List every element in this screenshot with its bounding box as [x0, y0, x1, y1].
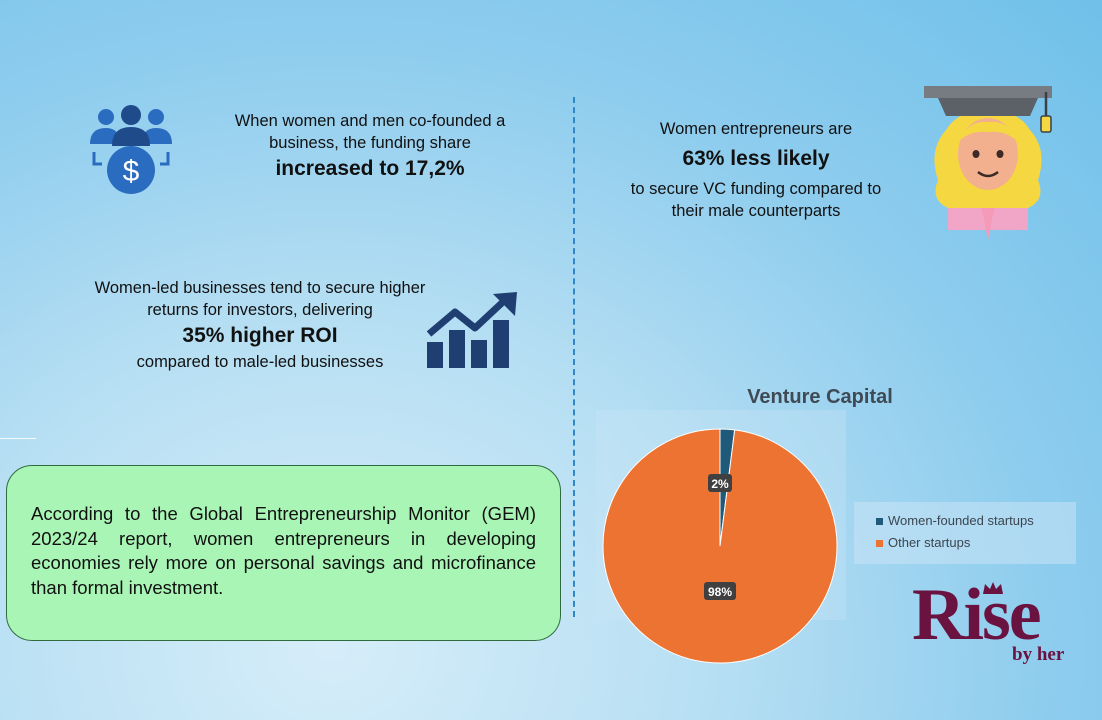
legend-item-other: Other startups: [876, 532, 1076, 554]
roi-line-2: returns for investors, delivering: [147, 301, 373, 319]
vc-line-2: to secure VC funding compared to: [630, 180, 882, 198]
data-label-other: 98%: [704, 582, 736, 600]
chart-title: Venture Capital: [747, 386, 893, 408]
roi-highlight: 35% higher ROI: [182, 324, 338, 347]
pie-slice-other: [602, 428, 838, 664]
svg-text:$: $: [123, 155, 140, 188]
pie-chart: 2% 98%: [602, 428, 838, 664]
edge-line: [0, 438, 36, 439]
legend-label-other: Other startups: [888, 535, 971, 550]
bar-growth-chart-icon: [426, 292, 517, 368]
gem-report-note: According to the Global Entrepreneurship…: [6, 465, 561, 641]
chart-legend: Women-founded startups Other startups: [854, 502, 1076, 564]
logo-subtitle: by her: [1012, 644, 1065, 665]
roi-stat: Women-led businesses tend to secure high…: [60, 277, 460, 373]
legend-swatch-other: [876, 540, 883, 547]
svg-text:98%: 98%: [708, 585, 732, 599]
cofounded-stat: When women and men co-founded a business…: [205, 110, 535, 184]
vc-likelihood-stat: Women entrepreneurs are 63% less likely …: [596, 118, 916, 222]
data-label-women-founded: 2%: [708, 474, 732, 492]
woman-graduate-icon: [924, 86, 1052, 240]
roi-line-3: compared to male-led businesses: [136, 353, 384, 371]
svg-text:2%: 2%: [711, 477, 729, 491]
rise-by-her-logo: Rise by her: [908, 576, 1088, 672]
legend-swatch-women: [876, 518, 883, 525]
vc-highlight: 63% less likely: [682, 147, 830, 170]
vc-line-1: Women entrepreneurs are: [659, 120, 853, 138]
people-funding-icon: $: [90, 105, 172, 194]
roi-line-1: Women-led businesses tend to secure high…: [94, 279, 426, 297]
logo-text: Rise: [912, 574, 1042, 656]
cofounded-line-1: When women and men co-founded a: [234, 112, 506, 130]
cofounded-line-2: business, the funding share: [269, 134, 471, 152]
gem-report-text: According to the Global Entrepreneurship…: [31, 503, 536, 598]
crown-icon: [983, 582, 1003, 594]
legend-label-women: Women-founded startups: [888, 513, 1034, 528]
legend-item-women-founded: Women-founded startups: [876, 510, 1076, 532]
dashed-divider: [573, 97, 575, 617]
vc-line-3: their male counterparts: [671, 202, 841, 220]
cofounded-highlight: increased to 17,2%: [275, 157, 465, 180]
